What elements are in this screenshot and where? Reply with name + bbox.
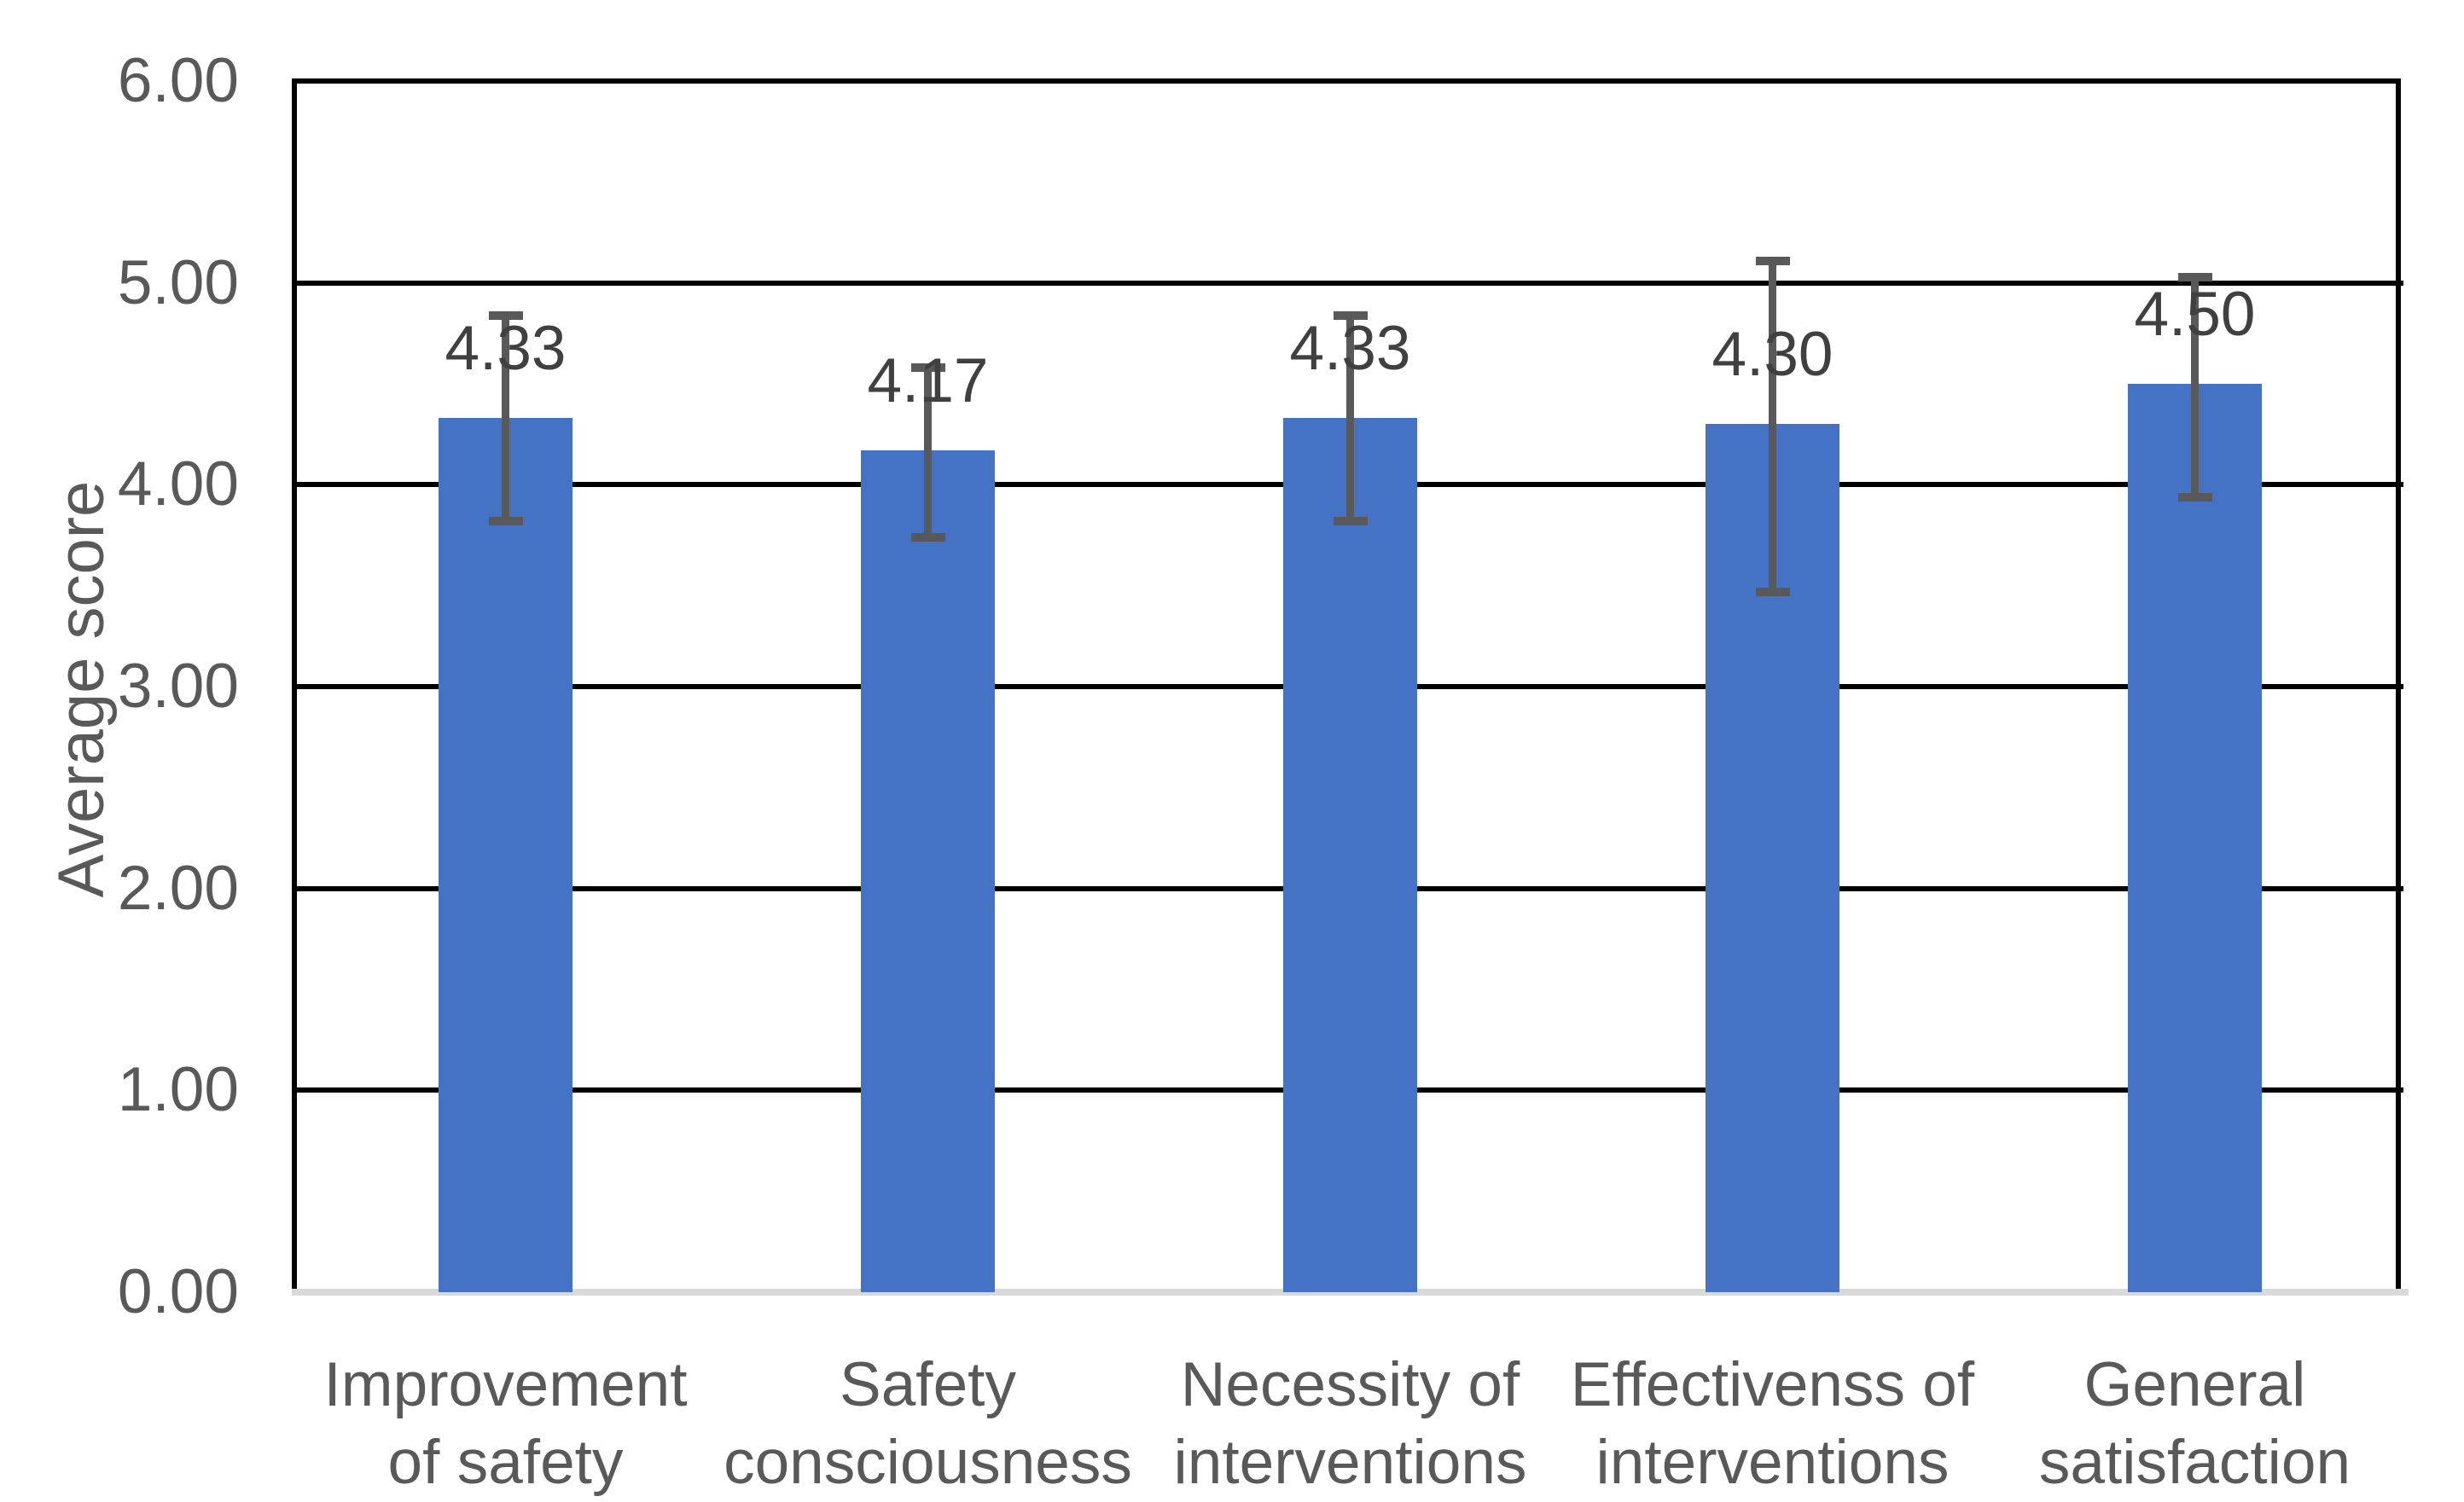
- gridline: [297, 280, 2403, 286]
- x-axis-category-label: Safety consciousness: [724, 1350, 1132, 1497]
- bar: [1283, 418, 1417, 1292]
- error-bar-top-cap: [1755, 256, 1790, 265]
- error-bar-bottom-cap: [1755, 587, 1790, 596]
- y-axis-tick-label: 5.00: [117, 247, 239, 317]
- error-bar-line: [1346, 315, 1354, 521]
- y-axis-tick-label: 6.00: [117, 46, 239, 115]
- y-axis-tick-label: 3.00: [117, 652, 239, 721]
- data-label: 4.50: [2134, 280, 2256, 349]
- data-label: 4.30: [1711, 320, 1833, 390]
- data-label: 4.33: [445, 314, 567, 384]
- error-bar-top-cap: [2177, 272, 2212, 281]
- bar: [2128, 384, 2262, 1292]
- data-label: 4.33: [1289, 314, 1411, 384]
- error-bar-line: [502, 315, 509, 521]
- y-axis-tick-label: 4.00: [117, 449, 239, 519]
- error-bar-top-cap: [488, 310, 523, 320]
- bar: [439, 418, 572, 1292]
- x-axis-line: [292, 1289, 2409, 1296]
- error-bar-top-cap: [1333, 310, 1368, 320]
- bar: [861, 450, 995, 1292]
- x-axis-category-label: Effectivenss of interventions: [1570, 1350, 1975, 1497]
- data-label: 4.17: [867, 346, 989, 416]
- error-bar-bottom-cap: [910, 532, 945, 542]
- error-bar-bottom-cap: [488, 516, 523, 525]
- error-bar-line: [2191, 276, 2199, 497]
- x-axis-category-label: Necessity of interventions: [1173, 1350, 1527, 1497]
- error-bar-line: [924, 368, 932, 537]
- y-axis-tick-label: 1.00: [117, 1055, 239, 1125]
- x-axis-category-label: General satisfaction: [2038, 1350, 2351, 1497]
- error-bar-line: [1769, 260, 1776, 592]
- error-bar-bottom-cap: [1333, 516, 1368, 525]
- y-axis-tick-label: 0.00: [117, 1257, 239, 1326]
- error-bar-top-cap: [910, 363, 945, 373]
- x-axis-category-label: Improvement of safety: [323, 1350, 688, 1497]
- y-axis-tick-label: 2.00: [117, 853, 239, 923]
- error-bar-bottom-cap: [2177, 492, 2212, 502]
